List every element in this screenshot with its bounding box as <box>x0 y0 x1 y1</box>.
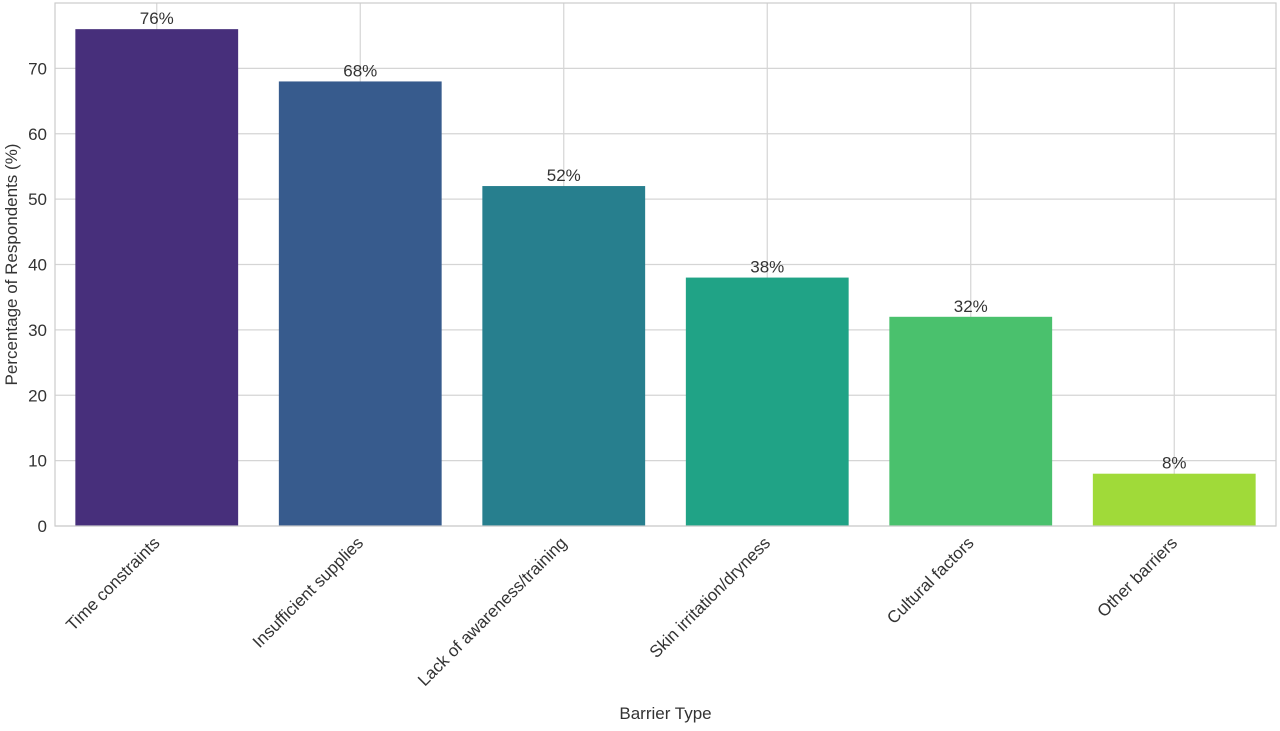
bars-layer <box>75 29 1256 527</box>
y-tick-label: 50 <box>28 190 47 209</box>
bar <box>278 81 442 526</box>
bar-value-label: 32% <box>954 297 988 316</box>
plot-frame <box>54 2 1277 527</box>
x-tick-label: Skin irritation/dryness <box>646 533 774 661</box>
y-tick-label: 70 <box>28 59 47 78</box>
y-tick-label: 30 <box>28 321 47 340</box>
bar <box>482 186 646 527</box>
y-axis-ticks: 0 10 20 30 40 50 60 70 <box>28 59 47 536</box>
y-tick-label: 40 <box>28 256 47 275</box>
y-tick-label: 60 <box>28 125 47 144</box>
x-tick-label: Cultural factors <box>883 533 977 627</box>
x-tick-label: Time constraints <box>62 533 163 634</box>
y-tick-label: 0 <box>38 517 47 536</box>
x-tick-label: Lack of awareness/training <box>414 533 570 689</box>
grid-layer <box>55 3 1276 527</box>
x-axis-title: Barrier Type <box>619 704 711 723</box>
y-tick-label: 20 <box>28 386 47 405</box>
bar <box>1092 473 1256 526</box>
data-labels: 76% 68% 52% 38% 32% 8% <box>140 9 1187 473</box>
bar <box>889 316 1053 526</box>
bar <box>75 29 239 527</box>
bar <box>685 277 849 526</box>
bar-value-label: 68% <box>343 61 377 80</box>
y-axis-title: Percentage of Respondents (%) <box>2 144 21 386</box>
bar-value-label: 38% <box>750 258 784 277</box>
bar-value-label: 8% <box>1162 454 1187 473</box>
y-tick-label: 10 <box>28 452 47 471</box>
x-tick-label: Insufficient supplies <box>249 533 367 651</box>
x-axis-ticks: Time constraints Insufficient supplies Lac… <box>62 533 1181 689</box>
x-tick-label: Other barriers <box>1093 533 1181 621</box>
bar-value-label: 76% <box>140 9 174 28</box>
bar-value-label: 52% <box>547 166 581 185</box>
